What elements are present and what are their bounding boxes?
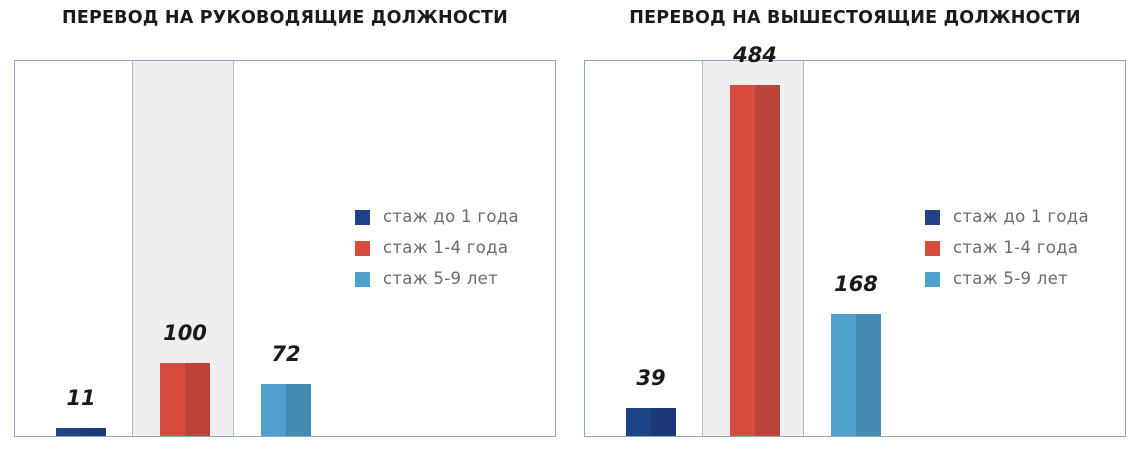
legend-label: стаж 5-9 лет [953, 269, 1069, 288]
data-label: 11 [66, 386, 96, 410]
data-label: 168 [834, 272, 878, 296]
chart-panel-right: ПЕРЕВОД НА ВЫШЕСТОЯЩИЕ ДОЛЖНОСТИ 39 484 16… [584, 0, 1126, 452]
bar-shading [81, 428, 106, 436]
bar [261, 384, 311, 436]
bar [831, 314, 881, 436]
bar-shading [651, 408, 676, 436]
bar [626, 408, 676, 436]
bar [56, 428, 106, 436]
legend-swatch [355, 241, 370, 256]
legend-label: стаж до 1 года [953, 207, 1089, 226]
bar [160, 363, 210, 436]
data-label: 39 [636, 366, 666, 390]
legend-swatch [925, 210, 940, 225]
bar-shading [856, 314, 881, 436]
legend-label: стаж 5-9 лет [383, 269, 499, 288]
legend-swatch [355, 272, 370, 287]
bar-shading [755, 85, 780, 436]
data-label: 72 [271, 342, 301, 366]
bar [730, 85, 780, 436]
bar-shading [286, 384, 311, 436]
plot-area: 39 484 168 стаж до 1 года стаж 1-4 года ст… [584, 43, 1126, 437]
chart-title: ПЕРЕВОД НА ВЫШЕСТОЯЩИЕ ДОЛЖНОСТИ [629, 8, 1081, 28]
chart-panel-left: ПЕРЕВОД НА РУКОВОДЯЩИЕ ДОЛЖНОСТИ 11 100 72… [14, 0, 556, 452]
legend-swatch [925, 272, 940, 287]
legend-swatch [925, 241, 940, 256]
legend-label: стаж 1-4 года [383, 238, 509, 257]
legend-label: стаж до 1 года [383, 207, 519, 226]
chart-title: ПЕРЕВОД НА РУКОВОДЯЩИЕ ДОЛЖНОСТИ [62, 8, 508, 28]
plot-area: 11 100 72 стаж до 1 года стаж 1-4 года ста… [14, 60, 556, 437]
legend-label: стаж 1-4 года [953, 238, 1079, 257]
legend-swatch [355, 210, 370, 225]
data-label: 100 [163, 321, 207, 345]
data-label: 484 [733, 43, 777, 67]
bar-shading [185, 363, 210, 436]
